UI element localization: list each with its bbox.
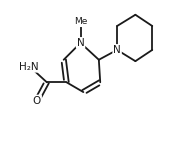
Text: Me: Me [74, 17, 87, 26]
Text: N: N [77, 38, 84, 48]
Text: H₂N: H₂N [19, 62, 38, 72]
Text: O: O [33, 96, 41, 106]
Text: N: N [113, 45, 121, 55]
